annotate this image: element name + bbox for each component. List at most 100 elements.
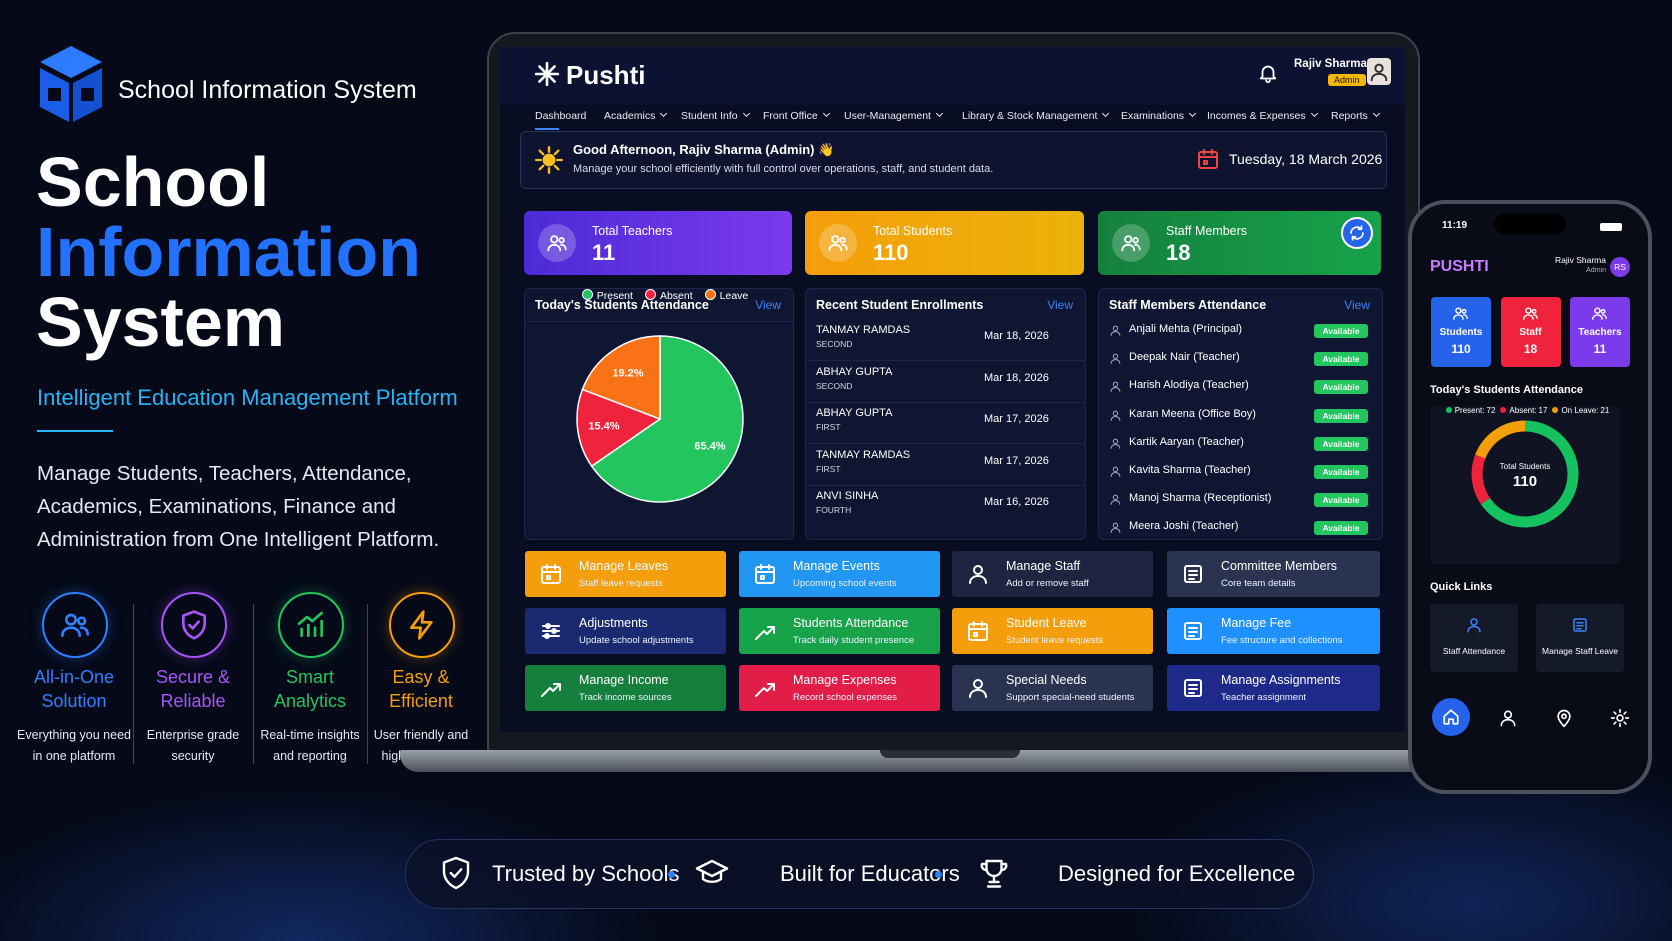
nav-label[interactable]: Reports xyxy=(1331,110,1368,122)
nav-label[interactable]: Library & Stock Management xyxy=(962,110,1098,122)
action-title[interactable]: Special Needs xyxy=(1006,673,1087,687)
feature-icon xyxy=(161,592,227,658)
nav-item[interactable]: Academics xyxy=(604,109,668,122)
action-subtitle[interactable]: Record school expenses xyxy=(793,692,898,703)
nav-chevron xyxy=(822,109,830,118)
icon-part xyxy=(551,628,557,634)
nav-item[interactable]: Front Office xyxy=(763,109,830,122)
action-card[interactable]: Committee Members Core team details xyxy=(1167,551,1380,597)
greeting-date: Tuesday, 18 March 2026 xyxy=(1229,151,1383,167)
action-card[interactable]: Special Needs Support special-need studen… xyxy=(952,665,1153,711)
feature-title: Easy & xyxy=(392,667,450,687)
staff-name: Karan Meena (Office Boy) xyxy=(1129,407,1256,420)
action-subtitle[interactable]: Staff leave requests xyxy=(579,578,663,589)
nav-label[interactable]: Front Office xyxy=(763,110,818,122)
nav-label[interactable]: Examinations xyxy=(1121,110,1185,122)
refresh-button[interactable] xyxy=(1341,217,1373,249)
nav-home[interactable] xyxy=(1432,698,1470,736)
action-title[interactable]: Manage Income xyxy=(579,673,669,687)
action-title[interactable]: Student Leave xyxy=(1006,616,1087,630)
action-card[interactable]: Manage Fee Fee structure and collections xyxy=(1167,608,1380,654)
donut-card: Total Students 110 Present: 72 Absent: 17 On L… xyxy=(1430,406,1620,564)
nav-item[interactable]: Incomes & Expenses xyxy=(1207,109,1318,122)
staff-name: Meera Joshi (Teacher) xyxy=(1129,520,1239,533)
action-subtitle[interactable]: Support special-need students xyxy=(1006,692,1135,703)
action-card[interactable]: Student Leave Student leave requests xyxy=(952,608,1153,654)
action-subtitle[interactable]: Update school adjustments xyxy=(579,635,694,646)
row-rule xyxy=(806,401,1085,403)
action-card[interactable]: Manage Staff Add or remove staff xyxy=(952,551,1153,597)
student-name: TANMAY RAMDAS xyxy=(816,448,911,461)
action-card[interactable]: Manage Events Upcoming school events xyxy=(739,551,940,597)
legend-label: Leave xyxy=(719,290,749,302)
action-title[interactable]: Manage Expenses xyxy=(793,673,897,687)
action-subtitle[interactable]: Student leave requests xyxy=(1006,635,1104,646)
action-card[interactable]: Manage Expenses Record school expenses xyxy=(739,665,940,711)
enroll-date: Mar 16, 2026 xyxy=(984,496,1049,508)
quick-link-label[interactable]: Staff Attendance xyxy=(1442,646,1506,656)
action-subtitle[interactable]: Upcoming school events xyxy=(793,578,897,589)
legend-dot xyxy=(704,289,716,300)
icon-part xyxy=(1443,709,1459,725)
action-title[interactable]: Manage Staff xyxy=(1006,559,1081,573)
nav-label[interactable]: Academics xyxy=(604,110,656,122)
action-subtitle[interactable]: Track income sources xyxy=(579,692,672,703)
legend-dot xyxy=(644,289,656,300)
nav-label[interactable]: User-Management xyxy=(844,110,931,122)
icon-part xyxy=(1188,627,1198,637)
feature-icon xyxy=(42,592,108,658)
action-subtitle[interactable]: Core team details xyxy=(1221,578,1296,589)
action-subtitle[interactable]: Add or remove staff xyxy=(1006,578,1089,589)
view-link[interactable]: View xyxy=(1047,298,1073,312)
action-card[interactable]: Manage Income Track income sources xyxy=(525,665,726,711)
nav-label[interactable]: Dashboard xyxy=(535,110,587,122)
nav-item[interactable]: Reports xyxy=(1331,109,1380,122)
icon-part xyxy=(1110,387,1121,393)
icon-part xyxy=(79,626,89,636)
action-card[interactable]: Manage Assignments Teacher assignment xyxy=(1167,665,1380,711)
phone-stat: Staff 18 xyxy=(1500,297,1561,367)
stat-value: 110 xyxy=(873,240,909,265)
icon-part xyxy=(1374,63,1384,74)
donut-chart: Total Students 110 xyxy=(1471,420,1579,528)
icon xyxy=(442,856,470,890)
nav-item[interactable]: Library & Stock Management xyxy=(962,109,1110,122)
quick-link-label[interactable]: Manage Staff Leave xyxy=(1542,646,1618,656)
nav-label[interactable]: Student Info xyxy=(681,110,738,122)
icon-part xyxy=(1561,713,1567,720)
icon-part xyxy=(841,243,848,251)
action-card[interactable]: Manage Leaves Staff leave requests xyxy=(525,551,726,597)
icon-part xyxy=(969,575,987,584)
legend-value: 72 xyxy=(1486,406,1496,415)
quick-link[interactable]: Manage Staff Leave xyxy=(1536,604,1624,672)
action-subtitle[interactable]: Track daily student presence xyxy=(793,635,915,646)
nav-item[interactable]: Examinations xyxy=(1121,109,1197,122)
action-title[interactable]: Manage Events xyxy=(793,559,880,573)
app-header xyxy=(500,47,1405,105)
action-subtitle[interactable]: Fee structure and collections xyxy=(1221,635,1343,646)
phone-stat-value: 18 xyxy=(1523,342,1538,356)
nav-chevron xyxy=(1372,109,1380,118)
nav-item[interactable]: User-Management xyxy=(844,109,943,122)
quick-link[interactable]: Staff Attendance xyxy=(1430,604,1518,672)
legend-label: On Leave: xyxy=(1561,406,1599,415)
nav-label[interactable]: Incomes & Expenses xyxy=(1207,110,1306,122)
action-title[interactable]: Manage Fee xyxy=(1221,616,1292,630)
feature-separator xyxy=(253,604,254,764)
action-title[interactable]: Manage Leaves xyxy=(579,559,668,573)
view-link[interactable]: View xyxy=(1344,298,1370,312)
feature-title: Solution xyxy=(41,691,107,711)
action-card[interactable]: Adjustments Update school adjustments xyxy=(525,608,726,654)
nav-item[interactable]: Dashboard xyxy=(535,110,586,122)
action-title[interactable]: Adjustments xyxy=(579,616,648,630)
action-title[interactable]: Manage Assignments xyxy=(1221,673,1341,687)
action-title[interactable]: Students Attendance xyxy=(793,616,909,630)
nav-item[interactable]: Student Info xyxy=(681,109,750,122)
action-title[interactable]: Committee Members xyxy=(1221,559,1337,573)
icon-part xyxy=(1557,709,1571,728)
icon-part xyxy=(1462,314,1468,320)
pie-slice xyxy=(590,335,744,503)
action-subtitle[interactable]: Teacher assignment xyxy=(1221,692,1307,703)
action-card[interactable]: Students Attendance Track daily student p… xyxy=(739,608,940,654)
view-link[interactable]: View xyxy=(755,298,781,312)
